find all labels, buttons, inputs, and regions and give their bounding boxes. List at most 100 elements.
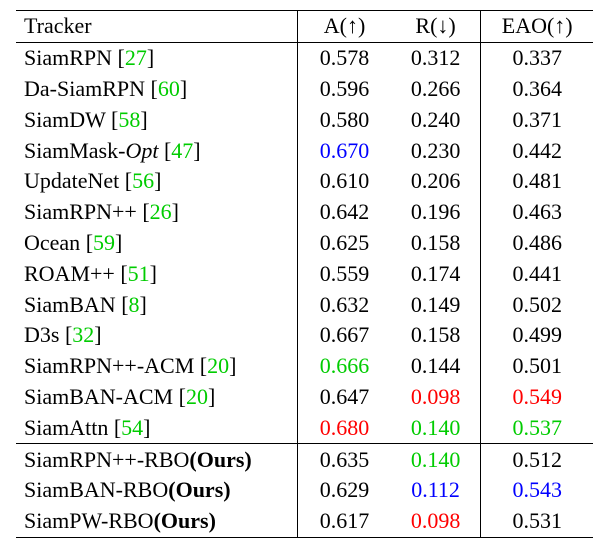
tracker-name: SiamAttn	[24, 414, 109, 440]
robustness-cell: 0.312	[390, 42, 482, 74]
tracker-name: UpdateNet	[24, 168, 120, 194]
tracker-cell: SiamBAN [8]	[16, 289, 299, 320]
table-row: D3s [32] 0.667 0.158 0.499	[16, 319, 593, 351]
accuracy-cell: 0.670	[319, 137, 370, 163]
reference-link[interactable]: 51	[127, 260, 150, 286]
tracker-name: Da-SiamRPN	[24, 75, 145, 101]
accuracy-cell: 0.635	[297, 443, 391, 475]
table-row: SiamBAN-ACM [20] 0.647 0.098 0.549	[16, 381, 593, 413]
header-row: Tracker A(↑) R(↓) EAO(↑)	[16, 10, 593, 43]
reference-link[interactable]: 20	[207, 353, 230, 379]
tracker-name: SiamPW-RBO	[24, 508, 154, 534]
eao-cell: 0.364	[512, 75, 562, 101]
tracker-name: Ocean	[24, 229, 81, 255]
tracker-name: D3s	[24, 322, 60, 348]
accuracy-cell: 0.580	[319, 106, 370, 132]
tracker-cell: D3s [32]	[16, 319, 299, 351]
reference-link[interactable]: 47	[171, 137, 194, 163]
table-row: SiamAttn [54] 0.680 0.140 0.537	[16, 412, 593, 444]
table-row: SiamRPN++ [26] 0.642 0.196 0.463	[16, 196, 593, 228]
header-eao: EAO(↑)	[480, 10, 593, 43]
accuracy-cell: 0.680	[319, 414, 370, 440]
tracker-cell: SiamBAN-ACM [20]	[16, 381, 299, 413]
tracker-cell: SiamBAN-RBO(Ours)	[16, 474, 299, 506]
tracker-cell: SiamDW [58]	[16, 104, 299, 136]
table-row: SiamRPN++-ACM [20] 0.666 0.144 0.501	[16, 350, 593, 382]
table-row-ours: SiamRPN++-RBO(Ours) 0.635 0.140 0.512	[16, 443, 593, 475]
reference-link[interactable]: 60	[157, 75, 180, 101]
tracker-cell: SiamRPN [27]	[16, 42, 299, 74]
tracker-cell: SiamRPN++-ACM [20]	[16, 350, 299, 382]
reference-link[interactable]: 59	[93, 229, 116, 255]
tracker-cell: Da-SiamRPN [60]	[16, 73, 299, 105]
eao-cell: 0.442	[512, 137, 562, 163]
eao-cell: 0.501	[512, 353, 562, 379]
table-row-ours: SiamBAN-RBO(Ours) 0.629 0.112 0.543	[16, 474, 593, 506]
reference-link[interactable]: 20	[185, 383, 208, 409]
reference-link[interactable]: 27	[124, 45, 147, 71]
eao-cell: 0.337	[512, 45, 562, 71]
accuracy-cell: 0.596	[319, 75, 370, 101]
eao-cell: 0.463	[512, 199, 562, 225]
accuracy-cell: 0.625	[319, 229, 370, 255]
reference-link[interactable]: 32	[72, 322, 95, 348]
eao-cell: 0.537	[512, 414, 562, 440]
robustness-cell: 0.140	[390, 412, 482, 444]
accuracy-cell: 0.610	[319, 168, 370, 194]
eao-cell: 0.502	[512, 291, 562, 317]
header-accuracy: A(↑)	[297, 10, 391, 43]
tracker-name-italic: Opt	[125, 137, 159, 163]
eao-cell: 0.531	[480, 505, 593, 538]
robustness-cell: 0.240	[390, 104, 482, 136]
table-row: SiamDW [58] 0.580 0.240 0.371	[16, 104, 593, 136]
accuracy-cell: 0.632	[319, 291, 370, 317]
accuracy-cell: 0.617	[297, 505, 391, 538]
reference-link[interactable]: 58	[118, 106, 141, 132]
tracker-cell: SiamAttn [54]	[16, 412, 299, 444]
eao-cell: 0.549	[512, 383, 562, 409]
table-row: UpdateNet [56] 0.610 0.206 0.481	[16, 165, 593, 197]
accuracy-cell: 0.666	[319, 353, 370, 379]
robustness-cell: 0.158	[390, 227, 482, 259]
tracker-cell: SiamRPN++-RBO(Ours)	[16, 443, 299, 475]
reference-link[interactable]: 26	[149, 199, 172, 225]
tracker-name: SiamBAN-RBO	[24, 477, 169, 503]
table-row: Da-SiamRPN [60] 0.596 0.266 0.364	[16, 73, 593, 105]
robustness-cell: 0.158	[390, 319, 482, 351]
robustness-cell: 0.196	[390, 196, 482, 228]
ours-label: (Ours)	[189, 446, 252, 472]
header-robustness: R(↓)	[390, 10, 482, 43]
robustness-cell: 0.230	[390, 135, 482, 166]
tracker-name: SiamDW	[24, 106, 106, 132]
robustness-cell: 0.144	[390, 350, 482, 382]
ours-label: (Ours)	[153, 508, 216, 534]
eao-cell: 0.481	[512, 168, 562, 194]
robustness-cell: 0.098	[390, 505, 482, 538]
table-row: Ocean [59] 0.625 0.158 0.486	[16, 227, 593, 259]
reference-link[interactable]: 56	[132, 168, 155, 194]
robustness-cell: 0.266	[390, 73, 482, 105]
robustness-cell: 0.206	[390, 165, 482, 197]
eao-cell: 0.499	[512, 322, 562, 348]
tracker-name: SiamBAN	[24, 291, 116, 317]
tracker-name: SiamBAN-ACM	[24, 383, 174, 409]
tracker-cell: SiamMask-Opt [47]	[16, 135, 299, 166]
accuracy-cell: 0.667	[319, 322, 370, 348]
reference-link[interactable]: 54	[121, 414, 144, 440]
table-row: SiamMask-Opt [47] 0.670 0.230 0.442	[16, 135, 593, 166]
tracker-cell: Ocean [59]	[16, 227, 299, 259]
accuracy-cell: 0.629	[319, 477, 370, 503]
tracker-cell: ROAM++ [51]	[16, 258, 299, 290]
tracker-name: SiamMask-	[24, 137, 126, 163]
reference-link[interactable]: 8	[128, 291, 140, 317]
accuracy-cell: 0.559	[319, 260, 370, 286]
accuracy-cell: 0.647	[319, 383, 370, 409]
robustness-cell: 0.140	[390, 443, 482, 475]
tracker-name: SiamRPN++	[24, 199, 137, 225]
eao-cell: 0.512	[480, 443, 593, 475]
tracker-name: ROAM++	[24, 260, 115, 286]
eao-cell: 0.486	[512, 229, 562, 255]
robustness-cell: 0.098	[390, 381, 482, 413]
tracker-name: SiamRPN++-ACM	[24, 353, 195, 379]
robustness-cell: 0.174	[390, 258, 482, 290]
